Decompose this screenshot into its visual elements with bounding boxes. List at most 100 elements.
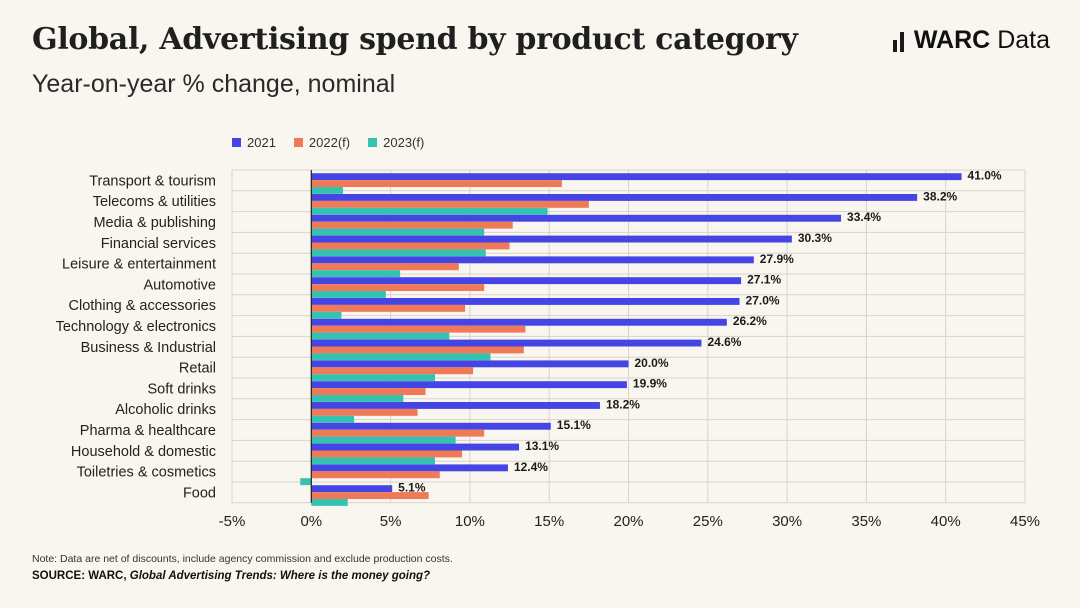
bar-2022f — [311, 450, 462, 458]
logo-suffix: Data — [997, 26, 1050, 54]
bar-2021 — [311, 485, 393, 493]
bar-2022f — [311, 346, 524, 354]
footnote: Note: Data are net of discounts, include… — [32, 553, 453, 565]
warc-bars-icon — [892, 30, 904, 52]
warc-data-logo: WARC Data — [892, 26, 1050, 55]
bar-2021 — [311, 360, 629, 368]
bar-2021 — [311, 194, 918, 201]
bar-2023f — [311, 249, 486, 257]
category-label: Automotive — [143, 277, 216, 293]
legend-item-2022: 2022(f) — [293, 135, 351, 150]
data-label-2021: 33.4% — [847, 210, 881, 224]
bar-2022f — [311, 471, 440, 479]
bar-2022f — [311, 429, 485, 437]
bar-2022f — [311, 221, 513, 229]
legend-label-2022: 2022(f) — [308, 135, 351, 150]
category-label: Pharma & healthcare — [80, 423, 216, 439]
category-label: Media & publishing — [93, 215, 216, 231]
category-label: Telecoms & utilities — [93, 194, 216, 210]
bar-2022f — [311, 408, 418, 416]
bar-2023f — [311, 499, 348, 506]
bar-2021 — [311, 298, 740, 305]
bar-2023f — [300, 478, 312, 486]
bar-2021 — [311, 277, 742, 285]
bar-2022f — [311, 388, 426, 395]
category-label: Transport & tourism — [89, 173, 216, 189]
x-tick-label: 45% — [1010, 513, 1040, 530]
bar-2023f — [311, 395, 404, 402]
bar-2022f — [311, 263, 459, 271]
category-label: Leisure & entertainment — [62, 257, 216, 273]
data-label-2021: 19.9% — [633, 377, 667, 391]
source-line: SOURCE: WARC, Global Advertising Trends:… — [32, 570, 430, 582]
bar-2021 — [311, 422, 551, 430]
bar-2021 — [311, 256, 754, 264]
x-tick-label: 40% — [931, 513, 961, 530]
bar-2023f — [311, 311, 342, 319]
bar-2022f — [311, 325, 526, 333]
data-label-2021: 15.1% — [557, 418, 591, 432]
x-tick-label: 0% — [300, 513, 322, 530]
legend-swatch-2021 — [232, 138, 241, 147]
category-label: Financial services — [101, 236, 216, 252]
source-title: Global Advertising Trends: Where is the … — [129, 570, 431, 582]
bar-2023f — [311, 228, 485, 236]
category-label: Retail — [179, 361, 216, 377]
bar-2021 — [311, 318, 727, 326]
bar-2022f — [311, 180, 562, 187]
bar-2021 — [311, 214, 842, 222]
legend-item-2023: 2023(f) — [368, 135, 424, 150]
data-label-2021: 12.4% — [514, 460, 548, 474]
chart-legend: 2021 2022(f) 2023(f) — [232, 135, 424, 150]
chart-title: Global, Advertising spend by product cat… — [32, 22, 798, 57]
category-label: Soft drinks — [148, 381, 217, 397]
bar-2022f — [311, 284, 485, 291]
bar-2022f — [311, 242, 510, 250]
bar-2022f — [311, 304, 466, 312]
bar-2023f — [311, 374, 436, 382]
bar-2023f — [311, 436, 456, 444]
data-label-2021: 27.9% — [760, 252, 794, 266]
bar-2021 — [311, 339, 702, 347]
legend-label-2023: 2023(f) — [383, 135, 425, 150]
data-label-2021: 38.2% — [923, 189, 957, 203]
category-label: Technology & electronics — [56, 319, 216, 335]
x-tick-label: 10% — [455, 513, 485, 530]
x-tick-label: 30% — [772, 513, 802, 530]
category-label: Household & domestic — [71, 444, 216, 460]
bar-2023f — [311, 291, 386, 298]
legend-item-2021: 2021 — [232, 135, 276, 150]
x-tick-label: 20% — [613, 513, 643, 530]
x-tick-label: 35% — [851, 513, 881, 530]
logo-brand: WARC — [913, 26, 991, 54]
data-label-2021: 27.0% — [746, 293, 780, 307]
bar-2023f — [311, 415, 355, 423]
data-label-2021: 26.2% — [733, 314, 767, 328]
bar-2023f — [311, 270, 401, 278]
data-label-2021: 18.2% — [606, 397, 640, 411]
x-tick-label: 15% — [534, 513, 564, 530]
category-label: Toiletries & cosmetics — [77, 465, 216, 481]
x-tick-label: 5% — [380, 513, 402, 530]
legend-swatch-2023 — [368, 138, 378, 147]
category-label: Alcoholic drinks — [115, 402, 216, 418]
bar-2022f — [311, 492, 429, 499]
data-label-2021: 13.1% — [525, 439, 559, 453]
bar-2023f — [311, 353, 491, 361]
x-tick-label: -5% — [219, 513, 246, 530]
category-label: Food — [183, 485, 216, 501]
data-label-2021: 20.0% — [635, 356, 669, 370]
bar-2021 — [311, 443, 520, 451]
data-label-2021: 27.1% — [747, 273, 781, 287]
bar-2021 — [311, 173, 962, 181]
data-label-2021: 30.3% — [798, 231, 832, 245]
source-prefix: SOURCE: WARC, — [32, 570, 127, 582]
legend-swatch-2022 — [293, 138, 303, 147]
data-label-2021: 24.6% — [707, 335, 741, 349]
x-tick-label: 25% — [693, 513, 723, 530]
data-label-2021: 41.0% — [968, 169, 1002, 183]
chart-subtitle: Year-on-year % change, nominal — [32, 70, 396, 98]
bar-2021 — [311, 402, 600, 409]
bar-2021 — [311, 381, 627, 389]
category-label: Business & Industrial — [81, 340, 216, 356]
